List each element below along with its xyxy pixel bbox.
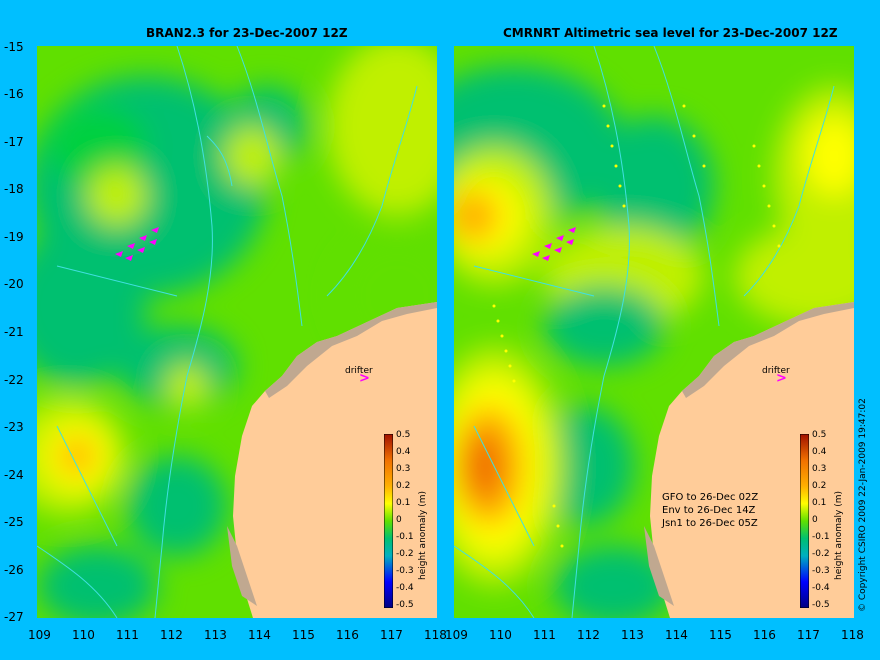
cb-tick-label: 0.1 [396,498,411,508]
x-tick-label: 109 [28,628,51,642]
left-panel-title: BRAN2.3 for 23-Dec-2007 12Z [146,26,348,40]
right-panel-title: CMRNRT Altimetric sea level for 23-Dec-2… [503,26,838,40]
cb-tick-label: 0.5 [812,430,827,440]
right-map: drifter > GFO to 26-Dec 02Z Env to 26-De… [454,46,854,618]
y-tick-label: -22 [4,373,24,387]
y-tick-label: -25 [4,515,24,529]
cb-tick-label: -0.2 [396,549,414,559]
left-colorbar-label: height anomaly (m) [418,490,428,580]
cb-tick-label: -0.5 [812,600,830,610]
cb-tick-label: 0.2 [812,481,827,491]
x-tick-label: 112 [160,628,183,642]
cb-tick-label: 0.4 [812,447,827,457]
x-tick-label: 118 [424,628,447,642]
left-map-svg [37,46,437,618]
cb-tick-label: 0.2 [396,481,411,491]
x-tick-label: 113 [621,628,644,642]
cb-tick-label: 0.3 [396,464,411,474]
y-tick-label: -16 [4,87,24,101]
left-colorbar-svg [383,433,394,609]
y-tick-label: -20 [4,277,24,291]
cb-tick-label: -0.1 [812,532,830,542]
y-tick-label: -26 [4,563,24,577]
x-tick-label: 109 [445,628,468,642]
x-tick-label: 118 [841,628,864,642]
cb-tick-label: -0.3 [396,566,414,576]
x-tick-label: 111 [533,628,556,642]
x-tick-label: 114 [248,628,271,642]
x-tick-label: 112 [577,628,600,642]
x-tick-label: 111 [116,628,139,642]
right-drifter-arrow: > [776,371,787,386]
cb-tick-label: -0.5 [396,600,414,610]
y-tick-label: -23 [4,420,24,434]
legend-line-env: Env to 26-Dec 14Z [662,505,756,516]
x-tick-label: 110 [72,628,95,642]
cb-tick-label: -0.1 [396,532,414,542]
x-tick-label: 113 [204,628,227,642]
left-drifter-arrow: > [359,371,370,386]
y-tick-label: -21 [4,325,24,339]
cb-tick-label: 0.5 [396,430,411,440]
x-tick-label: 115 [709,628,732,642]
right-map-svg [454,46,854,618]
right-colorbar-svg [799,433,810,609]
cb-tick-label: 0 [812,515,818,525]
x-tick-label: 115 [292,628,315,642]
copyright-text: © Copyright CSIRO 2009 22-Jan-2009 19:47… [858,398,868,612]
x-tick-label: 110 [489,628,512,642]
cb-tick-label: -0.2 [812,549,830,559]
y-tick-label: -24 [4,468,24,482]
cb-tick-label: 0.1 [812,498,827,508]
y-tick-label: -15 [4,40,24,54]
y-tick-label: -19 [4,230,24,244]
legend-line-jsn1: Jsn1 to 26-Dec 05Z [662,518,758,529]
x-tick-label: 117 [380,628,403,642]
right-colorbar-label: height anomaly (m) [834,490,844,580]
cb-tick-label: -0.3 [812,566,830,576]
cb-tick-label: -0.4 [812,583,830,593]
left-drifter-label: drifter [345,366,373,376]
left-map: drifter > [37,46,437,618]
y-tick-label: -18 [4,182,24,196]
cb-tick-label: 0.3 [812,464,827,474]
right-drifter-label: drifter [762,366,790,376]
cb-tick-label: 0 [396,515,402,525]
right-colorbar [799,433,810,609]
cb-tick-label: 0.4 [396,447,411,457]
x-tick-label: 117 [797,628,820,642]
left-colorbar [383,433,394,609]
x-tick-label: 114 [665,628,688,642]
x-tick-label: 116 [336,628,359,642]
legend-line-gfo: GFO to 26-Dec 02Z [662,492,759,503]
y-tick-label: -17 [4,135,24,149]
cb-tick-label: -0.4 [396,583,414,593]
x-tick-label: 116 [753,628,776,642]
y-tick-label: -27 [4,610,24,624]
